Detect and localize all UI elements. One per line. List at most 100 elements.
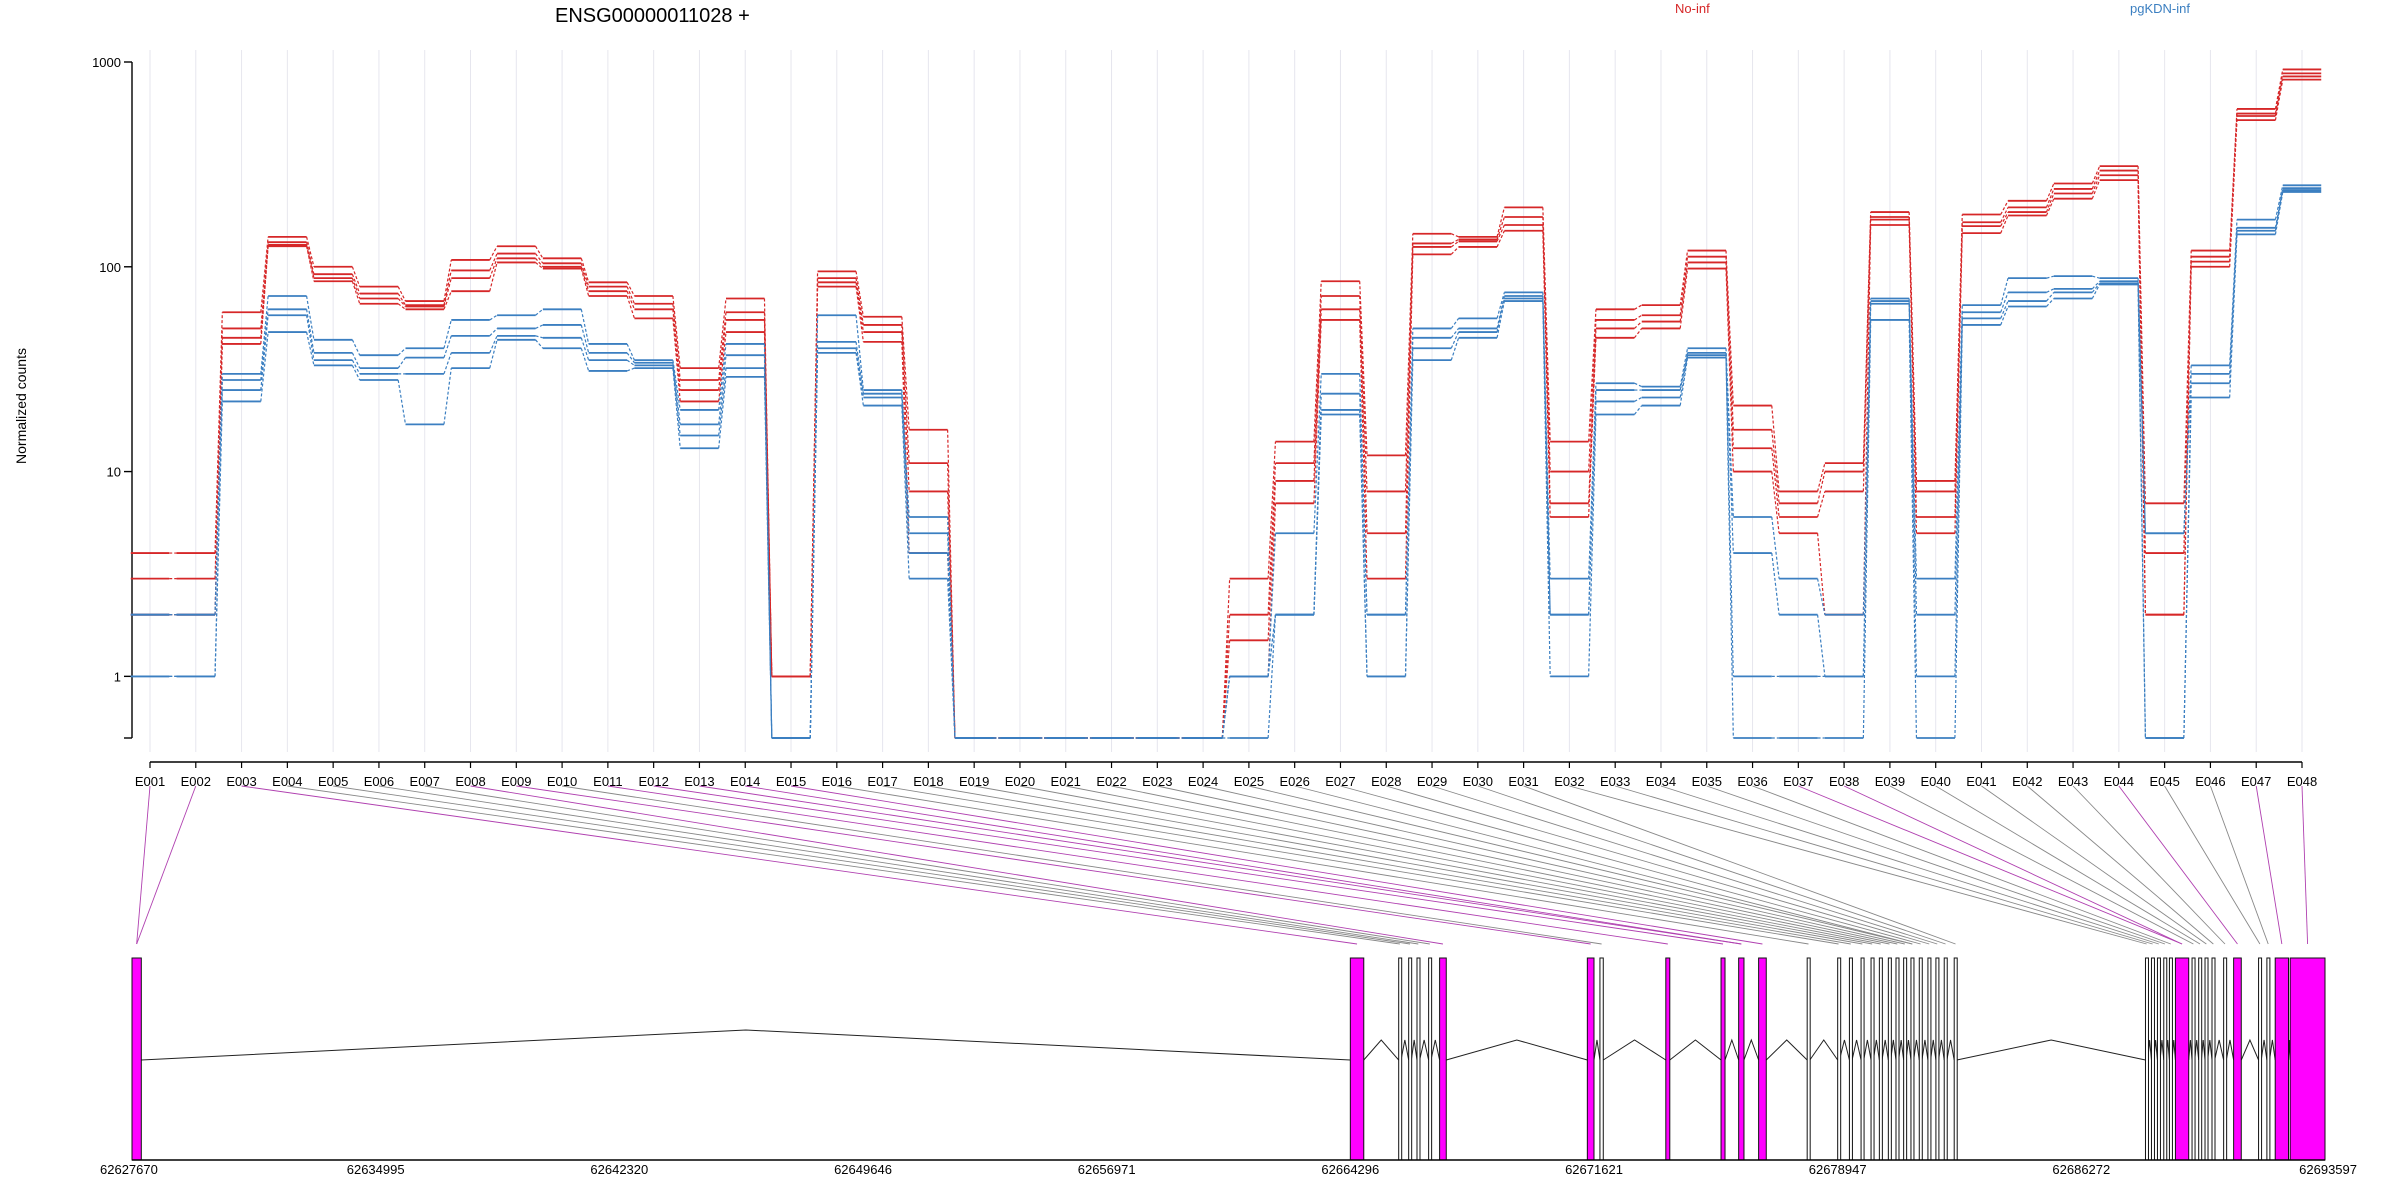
- data-connector-e030: [1496, 207, 1505, 238]
- data-connector-e033: [1634, 382, 1642, 388]
- data-connector-e017: [901, 393, 910, 534]
- connector-e038: [1843, 785, 2183, 945]
- connector-e048: [2301, 785, 2309, 945]
- series-no-inf-3: [130, 75, 2322, 739]
- data-connector-e045: [2183, 266, 2192, 615]
- data-connector-e012: [672, 368, 681, 449]
- intron-42: [2269, 1039, 2276, 1061]
- exon-box-35: [2191, 957, 2196, 1161]
- exon-label-e018: E018: [913, 774, 943, 789]
- exon-label-e015: E015: [776, 774, 806, 789]
- data-connector-e027: [1359, 414, 1368, 677]
- exon-box-21: [1895, 957, 1900, 1161]
- data-connector-e016: [855, 341, 864, 394]
- data-connector-e012: [672, 360, 681, 411]
- intron-38: [2214, 1039, 2225, 1061]
- exon-label-e022: E022: [1096, 774, 1126, 789]
- data-connector-e011: [626, 352, 635, 364]
- exon-label-e008: E008: [455, 774, 485, 789]
- exon-box-40: [2233, 957, 2242, 1161]
- exon-label-e032: E032: [1554, 774, 1584, 789]
- data-connector-e032: [1588, 319, 1597, 472]
- connector-e028: [1386, 785, 1930, 945]
- data-connector-e031: [1542, 216, 1551, 472]
- coord-label-7: 62671621: [1565, 1162, 1623, 1177]
- data-connector-e031: [1542, 230, 1551, 518]
- exon-box-9: [1599, 957, 1604, 1161]
- data-connector-e041: [2000, 306, 2009, 326]
- data-connector-e025: [1267, 463, 1277, 615]
- connector-e044: [2118, 785, 2238, 945]
- connector-e018: [928, 785, 1851, 945]
- intron-26: [1938, 1039, 1945, 1061]
- data-connector-e037: [1816, 491, 1826, 518]
- data-connector-e042: [2045, 183, 2055, 202]
- exon-label-e040: E040: [1921, 774, 1951, 789]
- data-connector-e037: [1816, 471, 1826, 504]
- connector-e015: [790, 785, 1763, 945]
- data-connector-e015: [809, 278, 819, 677]
- connector-e022: [1111, 785, 1890, 945]
- coord-label-9: 62686272: [2052, 1162, 2110, 1177]
- exon-label-e007: E007: [410, 774, 440, 789]
- data-connector-e035: [1725, 355, 1734, 677]
- data-connector-e033: [1633, 405, 1643, 415]
- exon-box-32: [2163, 957, 2168, 1161]
- data-connector-e011: [626, 367, 635, 372]
- data-connector-e031: [1542, 295, 1551, 615]
- exon-box-16: [1848, 957, 1853, 1161]
- data-connector-e012: [672, 318, 681, 402]
- coord-label-1: 62627670: [100, 1162, 158, 1177]
- data-connector-e030: [1496, 224, 1505, 242]
- data-connector-e010: [580, 266, 590, 292]
- data-connector-e006: [397, 286, 407, 302]
- data-connector-e030: [1496, 292, 1505, 319]
- data-connector-e024: [1221, 614, 1231, 739]
- exon-label-e046: E046: [2195, 774, 2225, 789]
- intron-6: [1430, 1039, 1441, 1061]
- intron-9: [1603, 1039, 1667, 1061]
- exon-box-25: [1927, 957, 1932, 1161]
- data-connector-e044: [2137, 278, 2147, 534]
- data-connector-e007: [443, 278, 452, 307]
- data-connector-e017: [901, 405, 910, 579]
- exon-label-e025: E025: [1234, 774, 1264, 789]
- data-connector-e004: [306, 241, 315, 275]
- data-connector-e011: [626, 290, 635, 310]
- data-connector-e006: [397, 303, 406, 310]
- data-connector-e006: [397, 293, 406, 306]
- exon-label-e029: E029: [1417, 774, 1447, 789]
- data-connector-e032: [1588, 309, 1597, 442]
- exon-box-6: [1428, 957, 1433, 1161]
- data-connector-e043: [2091, 282, 2101, 293]
- data-connector-e042: [2046, 291, 2055, 302]
- data-connector-e016: [855, 271, 864, 317]
- connector-e009: [516, 785, 1591, 945]
- data-connector-e011: [626, 286, 635, 304]
- data-connector-e017: [901, 316, 910, 430]
- data-connector-e009: [535, 324, 544, 329]
- connector-e002: [136, 785, 197, 945]
- connector-e034: [1660, 785, 2159, 945]
- data-connector-e029: [1450, 240, 1459, 248]
- data-connector-e033: [1634, 321, 1643, 329]
- exon-box-38: [2211, 957, 2216, 1161]
- data-connector-e016: [855, 348, 864, 398]
- exon-box-27: [1943, 957, 1948, 1161]
- data-connector-e008: [489, 258, 498, 279]
- data-connector-e039: [1908, 301, 1918, 615]
- data-connector-e037: [1816, 578, 1826, 615]
- legend-no-inf: No-inf: [1675, 1, 1710, 16]
- data-connector-e045: [2183, 397, 2192, 739]
- data-connector-e042: [2045, 198, 2055, 216]
- data-connector-e027: [1359, 281, 1368, 456]
- connector-e037: [1798, 785, 2183, 945]
- intron-19: [1881, 1039, 1889, 1061]
- data-connector-e036: [1771, 552, 1780, 615]
- data-connector-e025: [1267, 614, 1277, 677]
- exon-label-e004: E004: [272, 774, 302, 789]
- exon-label-e038: E038: [1829, 774, 1859, 789]
- data-connector-e034: [1679, 256, 1689, 316]
- data-connector-e033: [1634, 396, 1643, 402]
- data-connector-e008: [489, 253, 498, 271]
